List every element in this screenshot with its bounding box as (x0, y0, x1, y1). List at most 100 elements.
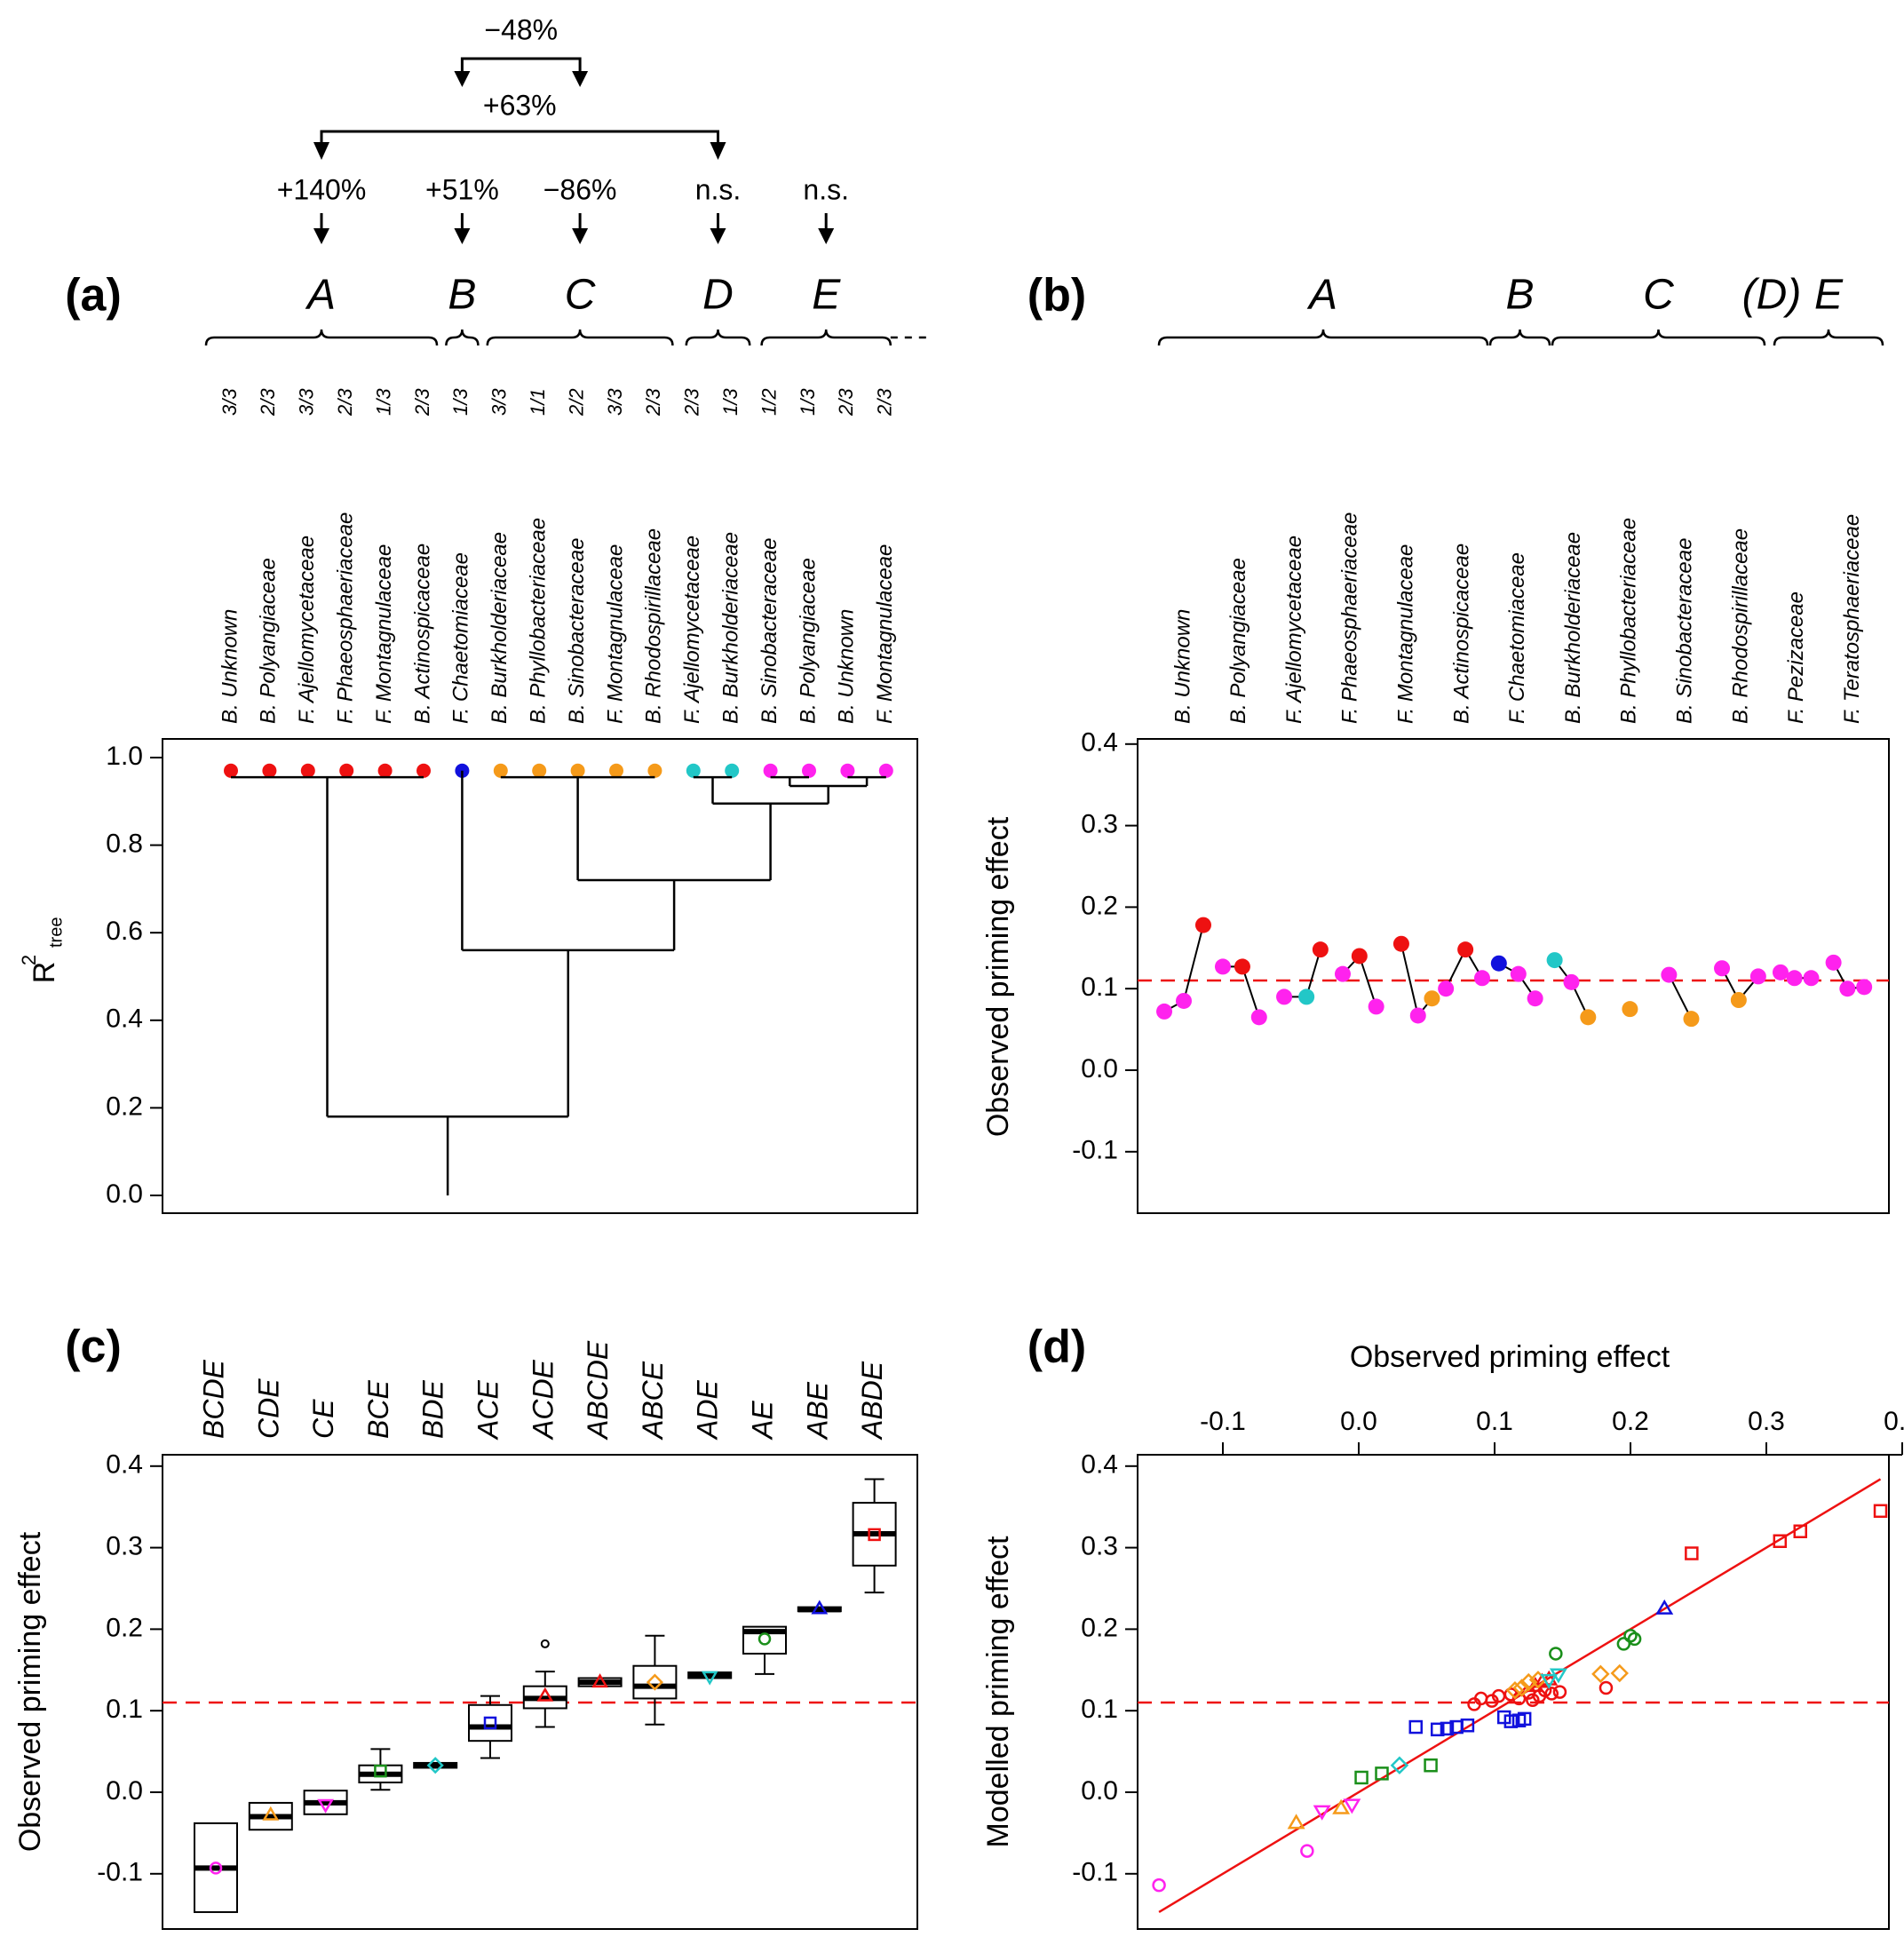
data-point (1312, 941, 1329, 958)
y-axis-label: Observed priming effect (981, 816, 1015, 1137)
group-brace (760, 329, 892, 346)
category-label: BCE (362, 1380, 394, 1439)
effect-arrow-head (710, 228, 726, 244)
y-tick-label: 0.3 (1081, 810, 1118, 839)
data-point (1276, 988, 1293, 1005)
pair-arrow-head (710, 142, 726, 160)
data-point (1730, 992, 1747, 1009)
data-point (1332, 1798, 1351, 1814)
data-point (1661, 966, 1678, 983)
mean-marker (374, 1764, 387, 1778)
fraction-label: 2/2 (565, 388, 587, 417)
group-brace (685, 329, 751, 346)
leaf-point (686, 763, 701, 778)
data-point (1156, 1003, 1173, 1020)
taxon-label: F. Chaetomiaceae (449, 552, 473, 724)
data-point (1552, 1685, 1567, 1699)
data-point (1749, 968, 1766, 985)
leaf-point (725, 763, 740, 778)
data-point (1351, 948, 1368, 965)
y-tick-label: 0.2 (106, 1092, 143, 1121)
category-label: ABDE (856, 1361, 888, 1441)
group-brace (445, 329, 480, 346)
data-point (1772, 964, 1789, 980)
y-tick-label: 0.2 (1081, 891, 1118, 920)
y-label-main: R (28, 962, 61, 984)
taxon-label: F. Teratosphaeriaceae (1840, 514, 1864, 724)
data-point (1298, 988, 1315, 1005)
data-point (1527, 990, 1543, 1007)
category-label: CE (307, 1399, 339, 1439)
data-point (1627, 1631, 1642, 1647)
data-point (1505, 1681, 1525, 1700)
pair-arrow-head (313, 142, 329, 160)
fraction-label: 1/2 (758, 388, 780, 416)
data-point (1803, 970, 1820, 987)
y-tick-label: 0.4 (1081, 728, 1118, 758)
mean-marker (262, 1806, 280, 1821)
data-point (1714, 960, 1731, 977)
y-tick-label: 0.2 (106, 1613, 143, 1642)
data-point (1517, 1711, 1532, 1727)
leaf-point (840, 763, 855, 778)
data-point (1599, 1680, 1614, 1695)
mean-marker (536, 1687, 554, 1702)
taxon-label: F. Montagnulaceae (603, 544, 627, 724)
mean-marker (426, 1757, 444, 1774)
leaf-point (262, 763, 277, 778)
data-point (1873, 1504, 1888, 1519)
leaf-point (647, 763, 662, 778)
taxon-label: B. Polyangiaceae (796, 558, 820, 724)
category-label: ACDE (527, 1359, 559, 1441)
y-tick-label: 0.1 (1081, 972, 1118, 1002)
y-axis-label: R2 tree (18, 917, 66, 984)
data-point (1334, 965, 1351, 982)
y-axis-label: Observed priming effect (13, 1531, 47, 1852)
data-point (1591, 1664, 1610, 1684)
taxon-label: B. Actinospicaceae (1449, 544, 1473, 724)
outlier (540, 1639, 550, 1648)
leaf-point (300, 763, 315, 778)
taxon-label: B. Polyangiaceae (1226, 558, 1250, 724)
pair-arrow-head (572, 71, 589, 87)
y-tick-label: 0.0 (1081, 1776, 1118, 1806)
fraction-label: 1/3 (797, 388, 819, 416)
taxon-label: F. Montagnulaceae (372, 544, 396, 724)
data-point (1473, 970, 1490, 987)
taxon-label: F. Ajellomycetaceae (1282, 536, 1306, 724)
data-point (1839, 980, 1856, 997)
data-point (1546, 952, 1563, 969)
data-point (1300, 1844, 1314, 1858)
leaf-point (416, 763, 431, 778)
y-tick-label: 0.1 (106, 1695, 143, 1724)
data-point (1793, 1524, 1807, 1538)
data-point (1786, 970, 1803, 987)
data-point (1354, 1770, 1368, 1785)
data-point (1440, 1721, 1455, 1736)
group-letter: C (565, 272, 596, 319)
leaf-point (609, 763, 623, 778)
group-letter: E (812, 272, 841, 319)
data-point (1152, 1878, 1166, 1893)
leaf-point (224, 763, 238, 778)
data-point (1390, 1756, 1409, 1774)
data-point (1519, 1672, 1538, 1692)
fraction-label: 3/3 (296, 388, 318, 416)
pair-bracket (460, 57, 582, 82)
y-tick-label: 0.2 (1081, 1613, 1118, 1642)
taxon-label: F. Pezizaceae (1784, 591, 1808, 724)
data-point (1214, 958, 1231, 975)
y-tick-label: -0.1 (1072, 1858, 1118, 1887)
effect-label: n.s. (803, 173, 849, 205)
box (632, 1664, 678, 1700)
panel-d: -0.1 0.0 0.1 0.2 0.3 0.4 -0.1 0.0 0.1 0.2 0.3 0.4 Ob… (981, 1322, 1904, 1930)
panel-label: (a) (65, 270, 122, 322)
effect-arrow-head (572, 228, 589, 244)
y-tick-label: 0.4 (106, 1004, 143, 1034)
leaf-point (802, 763, 816, 778)
leaf-point (339, 763, 354, 778)
category-label: ACE (472, 1380, 504, 1441)
effect-label: +51% (425, 173, 499, 205)
data-point (1457, 941, 1474, 958)
